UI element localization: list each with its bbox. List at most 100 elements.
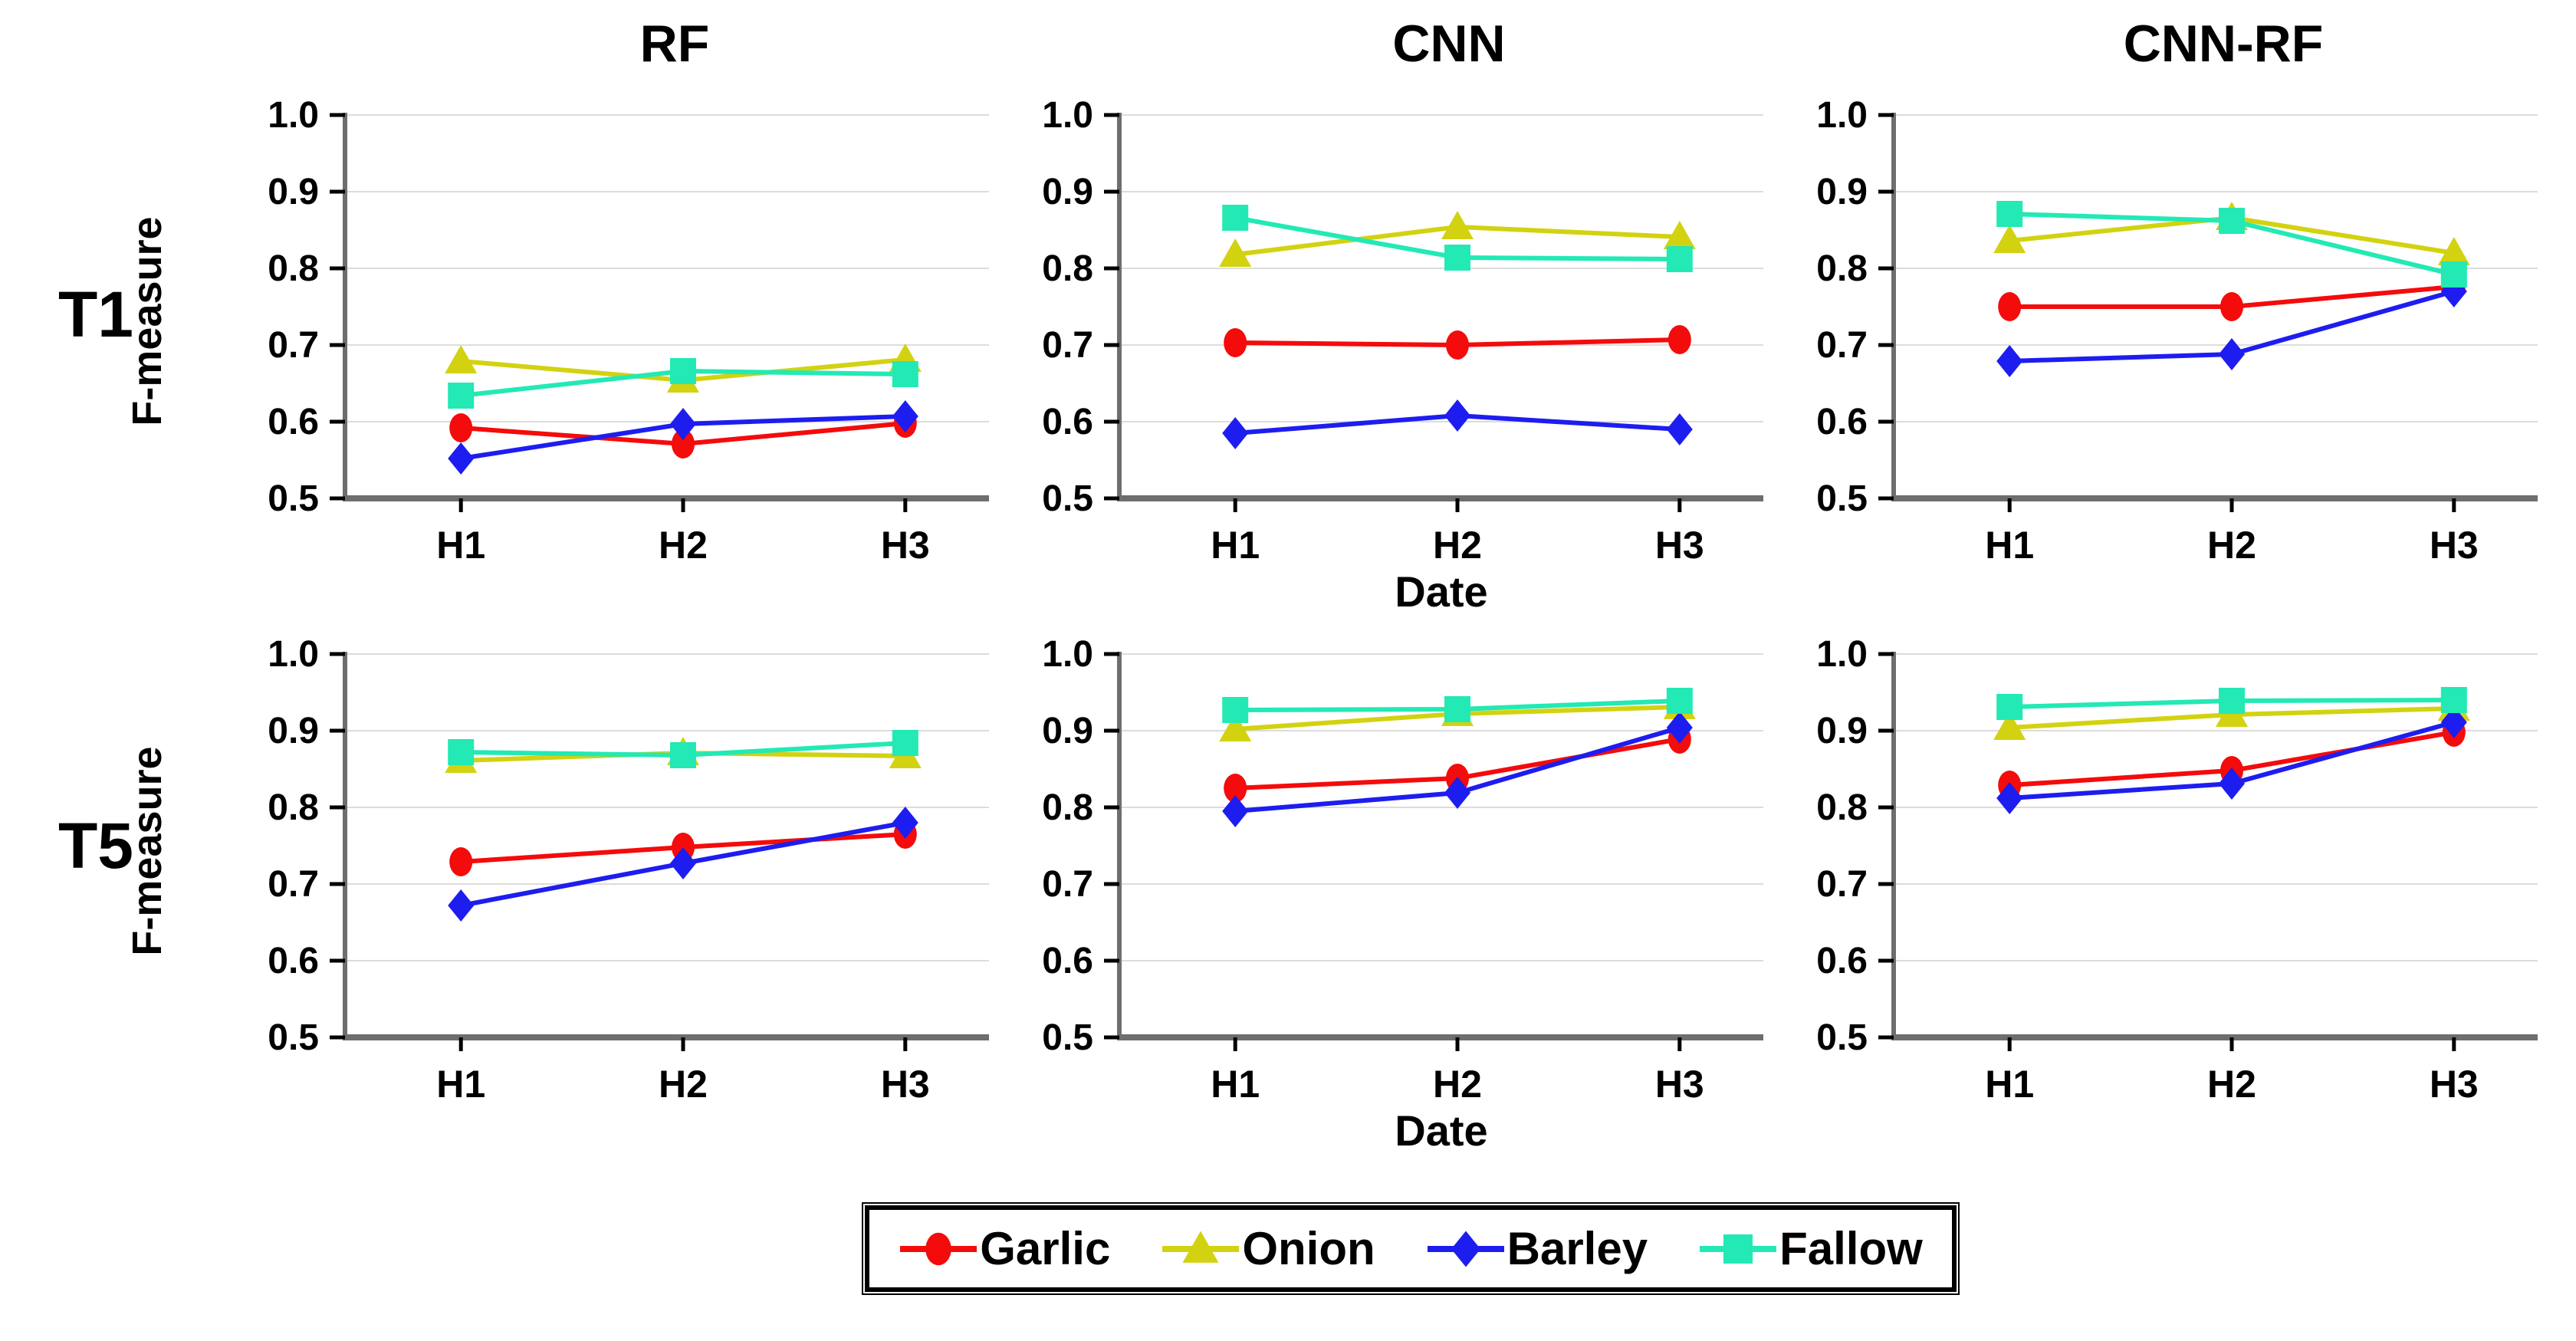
series-garlic [449, 409, 917, 459]
y-tick-label: 0.6 [268, 402, 319, 442]
y-tick-label: 0.7 [1042, 864, 1093, 905]
series-garlic [1998, 272, 2466, 321]
y-tick-label: 0.9 [1816, 711, 1868, 751]
chart-cell-t1-cnnrf: CNN-RF 1.0 0.9 0.8 0.7 0.6 0.5 H1 H2 H3 [1779, 8, 2553, 567]
x-axis-title: Date [1395, 1106, 1488, 1155]
series-barley [1996, 275, 2467, 377]
data-point-marker [449, 847, 473, 876]
data-point-marker [1446, 330, 1469, 360]
y-tick-label: 0.8 [268, 787, 319, 828]
data-point-marker [1993, 712, 2026, 740]
x-tick-label: H3 [2430, 1063, 2479, 1106]
data-point-marker [1998, 292, 2022, 321]
series-fallow [448, 358, 918, 409]
data-point-marker [448, 739, 475, 765]
x-tick-label: H1 [436, 524, 485, 567]
data-point-marker [1224, 774, 1247, 803]
row-gutter-t1: T1 F-measure [0, 8, 230, 567]
barley-diamond-marker-icon [1426, 1224, 1506, 1274]
series-fallow [448, 730, 918, 768]
chart-canvas: 1.0 0.9 0.8 0.7 0.6 0.5 H1 H2 H3 [1816, 95, 2538, 567]
data-point-marker [1222, 795, 1249, 827]
chart-t1-cnn-rf: 1.0 0.9 0.8 0.7 0.6 0.5 H1 H2 H3 [1779, 87, 2553, 567]
y-tick-label: 0.7 [268, 864, 319, 905]
x-tick-label: H3 [2430, 524, 2479, 567]
garlic-circle-marker-icon [899, 1224, 978, 1274]
row-label-t5: T5 [58, 810, 134, 882]
series-garlic [1224, 325, 1691, 360]
x-tick-label: H1 [1211, 1063, 1260, 1106]
y-tick-label: 0.5 [1042, 1017, 1093, 1058]
y-tick-label: 1.0 [1042, 95, 1093, 136]
x-tick-label: H3 [1655, 1063, 1704, 1106]
y-tick-label: 0.5 [1042, 478, 1093, 519]
data-point-marker [2440, 687, 2467, 713]
data-point-marker [1441, 211, 1474, 239]
y-tick-label: 0.5 [1816, 478, 1868, 519]
y-tick-label: 0.9 [1816, 172, 1868, 212]
y-tick-label: 1.0 [1816, 95, 1868, 136]
x-tick-label: H2 [1433, 1063, 1482, 1106]
legend-item-barley: Barley [1426, 1222, 1648, 1275]
data-point-marker [448, 442, 475, 475]
y-tick-label: 0.8 [1816, 248, 1868, 289]
chart-cell-t5-cnn: 1.0 0.9 0.8 0.7 0.6 0.5 H1 H2 H3 [1004, 626, 1779, 1106]
data-point-marker [2219, 767, 2245, 800]
y-tick-label: 0.6 [1042, 941, 1093, 981]
y-tick-label: 1.0 [268, 634, 319, 675]
data-point-marker [1666, 413, 1693, 445]
x-tick-label: H2 [2207, 1063, 2256, 1106]
legend: Garlic Onion Barley Fallow [862, 1202, 1960, 1295]
y-tick-label: 0.9 [268, 172, 319, 212]
data-point-marker [670, 742, 696, 768]
y-tick-label: 0.8 [1042, 787, 1093, 828]
y-axis-title: F-measure [124, 216, 170, 426]
data-point-marker [1222, 417, 1249, 449]
x-tick-label: H1 [1985, 1063, 2034, 1106]
x-tick-label: H1 [1211, 524, 1260, 567]
series-fallow [1996, 201, 2467, 288]
y-tick-label: 0.7 [268, 325, 319, 366]
chart-canvas: 1.0 0.9 0.8 0.7 0.6 0.5 H1 H2 H3 [268, 95, 989, 567]
data-point-marker [672, 429, 695, 459]
data-point-marker [448, 889, 475, 922]
legend-item-onion: Onion [1161, 1222, 1375, 1275]
data-point-marker [1444, 245, 1470, 271]
y-tick-label: 0.6 [1816, 402, 1868, 442]
series-barley [1222, 399, 1693, 449]
y-axis-title: F-measure [124, 746, 170, 956]
series-onion [1219, 211, 1696, 267]
row-label-t1: T1 [58, 278, 134, 350]
fallow-square-marker-icon [1698, 1224, 1778, 1274]
data-point-marker [1996, 782, 2023, 814]
y-tick-label: 0.5 [1816, 1017, 1868, 1058]
data-point-marker [449, 413, 473, 442]
y-tick-label: 0.9 [268, 711, 319, 751]
chart-canvas: 1.0 0.9 0.8 0.7 0.6 0.5 H1 H2 H3 [1042, 634, 1763, 1106]
x-tick-label: H3 [1655, 524, 1704, 567]
y-tick-label: 0.8 [1042, 248, 1093, 289]
legend-label: Onion [1242, 1223, 1375, 1274]
y-tick-label: 0.5 [268, 1017, 319, 1058]
x-tick-label: H3 [881, 524, 930, 567]
legend-item-garlic: Garlic [899, 1222, 1110, 1275]
data-point-marker [670, 408, 696, 440]
data-point-marker [2219, 338, 2245, 370]
x-tick-label: H2 [659, 1063, 708, 1106]
legend-item-fallow: Fallow [1698, 1222, 1923, 1275]
data-point-marker [892, 730, 918, 756]
data-point-marker [1996, 345, 2023, 377]
y-tick-label: 0.6 [1816, 941, 1868, 981]
x-tick-label: H2 [659, 524, 708, 567]
data-point-marker [892, 361, 918, 387]
data-point-marker [1222, 697, 1249, 723]
y-tick-label: 0.9 [1042, 172, 1093, 212]
y-tick-label: 0.7 [1816, 864, 1868, 905]
data-point-marker [1666, 246, 1693, 272]
y-tick-label: 0.7 [1042, 325, 1093, 366]
data-point-marker [1666, 688, 1693, 714]
chart-canvas: 1.0 0.9 0.8 0.7 0.6 0.5 H1 H2 H3 [268, 634, 989, 1106]
y-tick-label: 0.6 [268, 941, 319, 981]
y-tick-label: 0.9 [1042, 711, 1093, 751]
data-point-marker [1444, 777, 1470, 809]
